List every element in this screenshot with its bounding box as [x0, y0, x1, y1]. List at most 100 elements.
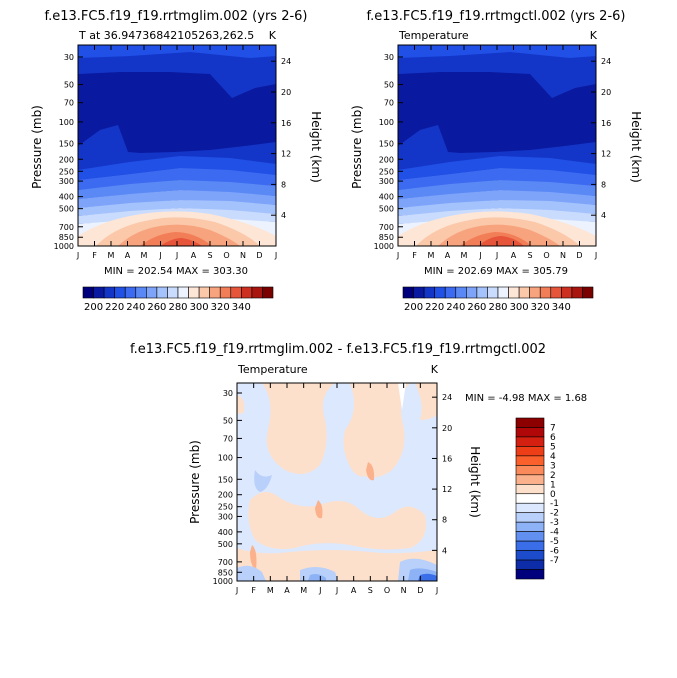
pressure-tick-label: 850	[59, 233, 74, 242]
height-axis: 24 20 16 12 8 4	[591, 57, 611, 220]
min-max-stats: MIN = 202.54 MAX = 303.30	[104, 266, 248, 277]
colorbar-label: 260	[467, 302, 486, 313]
colorbar-swatch	[146, 286, 158, 299]
colorbar-swatch	[434, 286, 446, 299]
height-tick-label: 4	[442, 546, 447, 555]
y-axis-label: Pressure (mb)	[30, 105, 44, 189]
colorbar-label: 240	[126, 302, 145, 313]
colorbar-label: -4	[550, 528, 559, 538]
colorbar-swatch	[571, 286, 583, 299]
month-tick-label: J	[396, 251, 399, 260]
panel-rrtmgctl: f.e13.FC5.f19_f19.rrtmgctl.002 (yrs 2-6)…	[350, 9, 643, 277]
height-tick-label: 20	[601, 88, 611, 97]
colorbar-swatch	[177, 286, 189, 299]
panel-units: K	[590, 29, 598, 42]
y-axis-label: Pressure (mb)	[188, 440, 202, 524]
month-tick-label: N	[240, 251, 246, 260]
pressure-tick-label: 250	[379, 167, 394, 176]
pressure-tick-label: 50	[64, 81, 74, 90]
month-tick-label: J	[175, 251, 178, 260]
colorbar-swatch	[515, 474, 545, 485]
colorbar-label: 200	[404, 302, 423, 313]
pressure-tick-label: 500	[218, 540, 233, 549]
pressure-tick-label: 50	[384, 81, 394, 90]
height-tick-label: 16	[442, 454, 452, 463]
colorbar-label: 2	[550, 471, 556, 481]
y-axis-label-right: Height (km)	[629, 111, 643, 182]
month-tick-label: M	[267, 586, 274, 595]
pressure-tick-label: 1000	[374, 242, 394, 251]
pressure-tick-label: 300	[59, 177, 74, 186]
min-max-stats: MIN = 202.69 MAX = 305.79	[424, 266, 568, 277]
month-tick-label: F	[412, 251, 417, 260]
month-tick-label: J	[478, 251, 481, 260]
panel-subtitle-left: Temperature	[398, 29, 469, 42]
month-tick-label: J	[235, 586, 238, 595]
month-tick-label: J	[318, 586, 321, 595]
colorbar-label: 300	[510, 302, 529, 313]
height-axis: 24 20 16 12 8 4	[271, 57, 291, 220]
height-tick-label: 16	[281, 119, 291, 128]
colorbar-swatch	[515, 531, 545, 542]
colorbar-label: 3	[550, 461, 556, 471]
month-tick-label: F	[251, 586, 256, 595]
colorbar-label: -2	[550, 509, 559, 519]
colorbar-swatch	[515, 559, 545, 570]
colorbar-swatch	[515, 417, 545, 428]
colorbar-label: 5	[550, 442, 556, 452]
colorbar-label: 1	[550, 480, 556, 490]
colorbar-label: 260	[147, 302, 166, 313]
month-tick-label: M	[108, 251, 115, 260]
pressure-tick-label: 200	[218, 491, 233, 500]
pressure-tick-label: 100	[218, 454, 233, 463]
colorbar-swatch	[508, 286, 520, 299]
pressure-tick-label: 850	[218, 568, 233, 577]
colorbar-label: 4	[550, 452, 556, 462]
colorbar-swatch	[561, 286, 573, 299]
colorbar-swatch	[444, 286, 457, 299]
colorbar-label: 340	[552, 302, 571, 313]
colorbar-label: 320	[531, 302, 550, 313]
colorbar-label: 280	[168, 302, 187, 313]
month-tick-label: N	[401, 586, 407, 595]
month-tick-label: O	[223, 251, 229, 260]
colorbar-swatch	[515, 436, 545, 447]
pressure-tick-label: 400	[59, 193, 74, 202]
colorbar-label: 300	[190, 302, 209, 313]
pressure-tick-label: 200	[59, 155, 74, 164]
pressure-tick-label: 200	[379, 155, 394, 164]
pressure-tick-label: 400	[379, 193, 394, 202]
pressure-tick-label: 250	[218, 503, 233, 512]
colorbar-swatch	[466, 286, 478, 299]
pressure-tick-label: 700	[59, 223, 74, 232]
pressure-tick-label: 50	[223, 416, 233, 425]
colorbar-swatch	[198, 286, 210, 299]
colorbar-swatch	[241, 286, 253, 299]
colorbar-swatch	[539, 286, 552, 299]
height-tick-label: 12	[601, 150, 611, 159]
month-tick-label: J	[158, 251, 161, 260]
pressure-tick-label: 700	[379, 223, 394, 232]
colorbar-swatch	[515, 521, 545, 532]
month-tick-label: J	[335, 586, 338, 595]
month-tick-label: M	[428, 251, 435, 260]
height-tick-label: 24	[601, 57, 611, 66]
month-tick-label: J	[495, 251, 498, 260]
pressure-tick-label: 100	[379, 118, 394, 127]
height-tick-label: 24	[442, 393, 452, 402]
height-tick-label: 8	[601, 180, 606, 189]
colorbar-swatch	[515, 455, 545, 466]
month-tick-label: S	[207, 251, 212, 260]
colorbar-swatch	[529, 286, 541, 299]
temperature-colorbar-left: 200 220 240 260 280 300 320 340	[82, 286, 274, 313]
colorbar-swatch	[515, 512, 545, 523]
colorbar-swatch	[188, 286, 200, 299]
y-axis-label-right: Height (km)	[309, 111, 323, 182]
month-tick-label: S	[368, 586, 373, 595]
height-tick-label: 4	[601, 211, 606, 220]
month-tick-label: A	[351, 586, 357, 595]
panel-title: f.e13.FC5.f19_f19.rrtmglim.002 (yrs 2-6)	[44, 9, 307, 24]
month-tick-label: N	[560, 251, 566, 260]
month-tick-label: D	[576, 251, 582, 260]
